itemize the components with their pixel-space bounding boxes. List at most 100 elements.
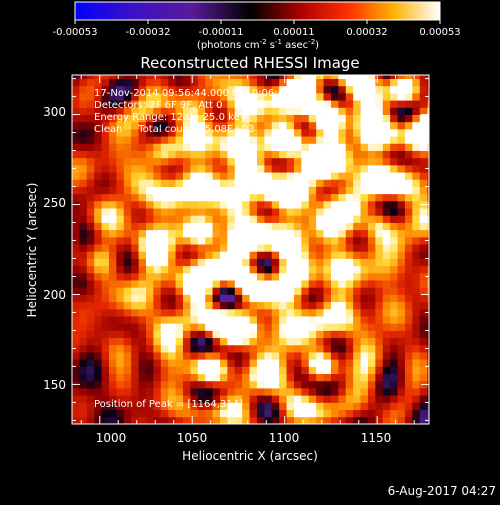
- heatmap-cell: [345, 272, 354, 281]
- heatmap-cell: [397, 301, 406, 310]
- heatmap-cell: [138, 251, 147, 259]
- heatmap-cell: [101, 193, 110, 202]
- heatmap-cell: [108, 366, 117, 375]
- heatmap-cell: [390, 380, 398, 389]
- heatmap-cell: [94, 100, 102, 108]
- heatmap-cell: [397, 164, 406, 173]
- heatmap-cell: [301, 402, 310, 411]
- heatmap-cell: [279, 416, 287, 425]
- heatmap-cell: [286, 395, 295, 403]
- heatmap-cell: [101, 136, 110, 144]
- heatmap-cell: [271, 308, 280, 317]
- heatmap-cell: [323, 359, 332, 367]
- heatmap-cell: [175, 121, 184, 130]
- heatmap-cell: [182, 200, 191, 209]
- heatmap-cell: [108, 75, 117, 79]
- heatmap-cell: [338, 157, 347, 166]
- heatmap-cell: [160, 107, 169, 115]
- heatmap-cell: [108, 373, 117, 382]
- heatmap-cell: [190, 395, 199, 403]
- heatmap-cell: [293, 229, 302, 238]
- heatmap-cell: [323, 244, 332, 252]
- heatmap-cell: [256, 308, 265, 317]
- heatmap-cell: [264, 157, 273, 166]
- heatmap-cell: [212, 208, 221, 216]
- heatmap-cell: [382, 143, 391, 151]
- heatmap-cell: [205, 75, 213, 79]
- heatmap-cell: [323, 143, 332, 151]
- heatmap-cell: [308, 265, 317, 274]
- heatmap-cell: [338, 373, 347, 382]
- heatmap-cell: [382, 193, 391, 202]
- heatmap-cell: [338, 236, 347, 245]
- heatmap-cell: [397, 107, 406, 115]
- heatmap-cell: [101, 208, 110, 216]
- heatmap-cell: [234, 409, 243, 418]
- heatmap-cell: [79, 380, 88, 389]
- heatmap-cell: [168, 402, 176, 411]
- heatmap-cell: [301, 150, 310, 159]
- heatmap-cell: [316, 78, 324, 87]
- heatmap-cell: [360, 100, 369, 108]
- heatmap-cell: [419, 258, 428, 267]
- heatmap-cell: [131, 380, 139, 389]
- heatmap-cell: [205, 280, 213, 288]
- heatmap-cell: [227, 416, 236, 425]
- heatmap-cell: [375, 251, 384, 259]
- heatmap-cell: [94, 272, 102, 281]
- heatmap-cell: [375, 409, 384, 418]
- heatmap-cell: [367, 75, 376, 79]
- heatmap-cell: [286, 308, 295, 317]
- heatmap-cell: [153, 128, 162, 137]
- heatmap-cell: [301, 258, 310, 267]
- heatmap-cell: [153, 157, 162, 166]
- heatmap-cell: [397, 258, 406, 267]
- heatmap-cell: [108, 150, 117, 159]
- heatmap-cell: [116, 121, 125, 130]
- heatmap-cell: [375, 373, 384, 382]
- heatmap-cell: [308, 388, 317, 396]
- heatmap-cell: [397, 323, 406, 331]
- heatmap-cell: [256, 75, 265, 79]
- heatmap-cell: [234, 265, 243, 274]
- heatmap-cell: [234, 114, 243, 123]
- heatmap-cell: [123, 172, 132, 180]
- heatmap-cell: [293, 344, 302, 353]
- heatmap-cell: [375, 215, 384, 223]
- heatmap-cell: [123, 229, 132, 238]
- heatmap-cell: [153, 172, 162, 180]
- heatmap-cell: [256, 128, 265, 137]
- heatmap-cell: [242, 316, 250, 324]
- heatmap-cell: [338, 200, 347, 209]
- heatmap-cell: [101, 416, 110, 425]
- heatmap-cell: [197, 280, 206, 288]
- heatmap-cell: [108, 272, 117, 281]
- heatmap-cell: [301, 229, 310, 238]
- heatmap-cell: [286, 244, 295, 252]
- heatmap-cell: [264, 395, 273, 403]
- heatmap-cell: [390, 409, 398, 418]
- heatmap-cell: [94, 395, 102, 403]
- heatmap-cell: [419, 164, 428, 173]
- heatmap-cell: [182, 75, 191, 79]
- heatmap-cell: [168, 251, 176, 259]
- heatmap-cell: [330, 121, 339, 130]
- heatmap-cell: [168, 395, 176, 403]
- heatmap-cell: [293, 272, 302, 281]
- heatmap-cell: [279, 114, 287, 123]
- heatmap-cell: [419, 308, 428, 317]
- heatmap-cell: [249, 150, 258, 159]
- heatmap-cell: [338, 416, 347, 425]
- heatmap-cell: [205, 150, 213, 159]
- heatmap-cell: [360, 373, 369, 382]
- heatmap-cell: [271, 193, 280, 202]
- heatmap-cell: [279, 380, 287, 389]
- heatmap-cell: [219, 222, 228, 231]
- heatmap-cell: [397, 236, 406, 245]
- heatmap-cell: [367, 402, 376, 411]
- heatmap-cell: [419, 78, 428, 87]
- heatmap-cell: [205, 294, 213, 303]
- heatmap-cell: [79, 265, 88, 274]
- heatmap-cell: [367, 337, 376, 346]
- heatmap-cell: [212, 92, 221, 101]
